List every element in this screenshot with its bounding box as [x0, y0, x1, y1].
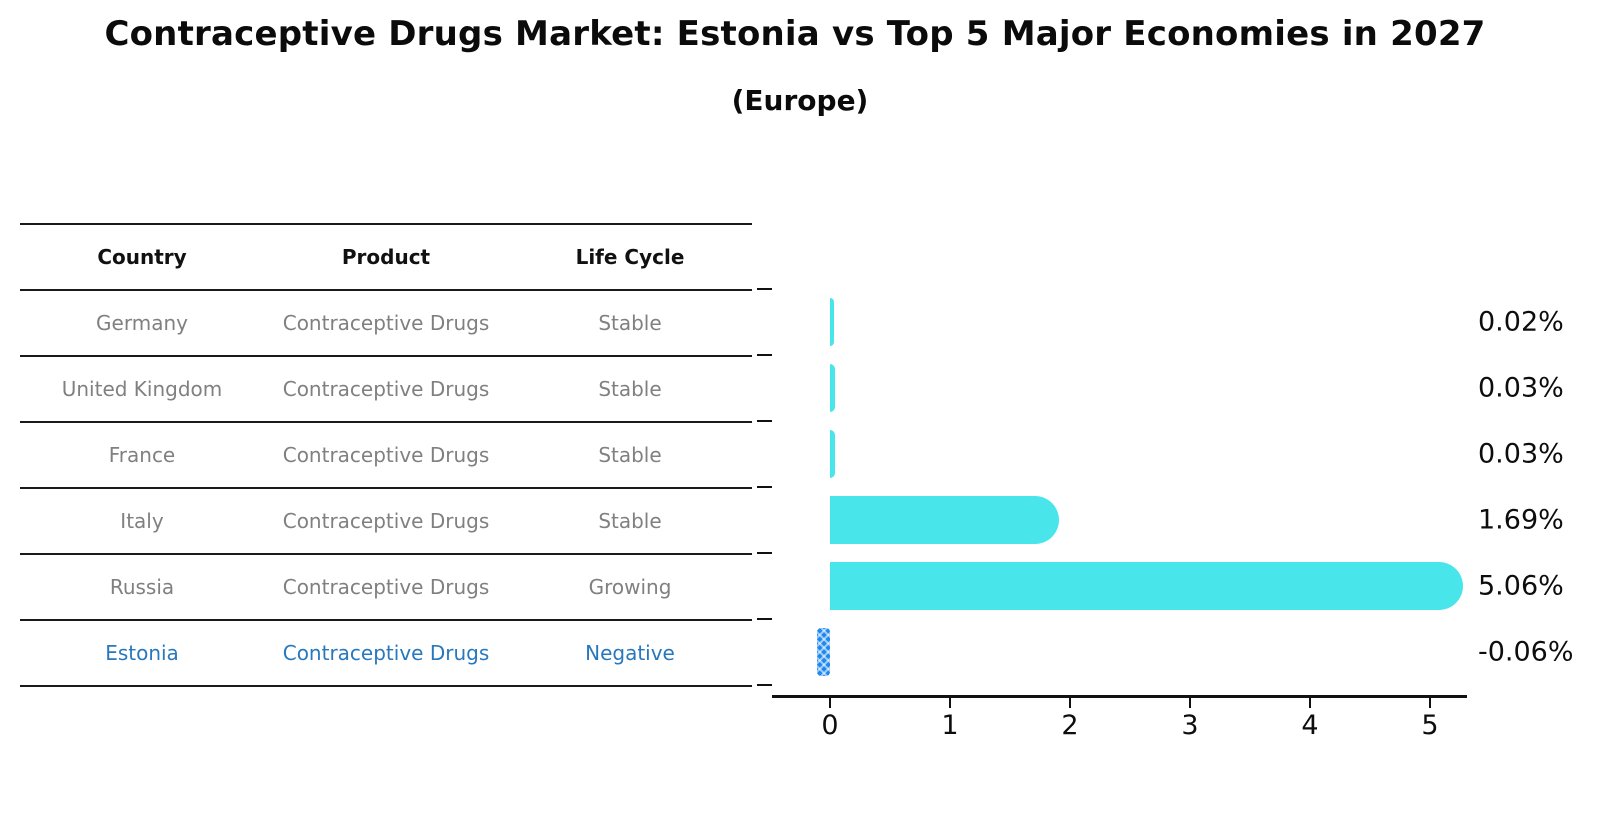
x-axis-tick: [829, 698, 831, 708]
chart-title: Contraceptive Drugs Market: Estonia vs T…: [104, 14, 1486, 54]
table-cell-product: Contraceptive Drugs: [282, 641, 490, 665]
x-axis-tick: [1189, 698, 1191, 708]
table-cell-life-cycle: Negative: [585, 641, 675, 665]
value-label-france: 0.03%: [1478, 438, 1564, 470]
x-axis-tick: [949, 698, 951, 708]
table-header-row: Country Product Life Cycle: [20, 225, 752, 291]
y-axis-tick: [757, 486, 772, 488]
value-label-united-kingdom: 0.03%: [1478, 372, 1564, 404]
x-axis-tick-label: 5: [1421, 710, 1439, 741]
table-cell-life-cycle: Stable: [598, 443, 662, 467]
y-axis-tick: [757, 618, 772, 620]
table-row-france: France Contraceptive Drugs Stable: [20, 423, 752, 489]
table-cell-country: Germany: [96, 311, 188, 335]
y-axis-tick: [757, 420, 772, 422]
table-header-life-cycle: Life Cycle: [575, 245, 685, 269]
table-cell-country: France: [108, 443, 176, 467]
x-axis-tick-label: 2: [1061, 710, 1079, 741]
y-axis-tick: [757, 288, 772, 290]
bar-germany: [830, 298, 834, 346]
table-row-united-kingdom: United Kingdom Contraceptive Drugs Stable: [20, 357, 752, 423]
table-row-estonia: Estonia Contraceptive Drugs Negative: [20, 621, 752, 687]
table-cell-life-cycle: Stable: [598, 311, 662, 335]
table-header-country: Country: [97, 245, 187, 269]
table-cell-product: Contraceptive Drugs: [282, 443, 490, 467]
comparison-table: Country Product Life Cycle Germany Contrace…: [20, 223, 752, 687]
x-axis-tick-label: 0: [821, 710, 839, 741]
table-row-germany: Germany Contraceptive Drugs Stable: [20, 291, 752, 357]
x-axis-tick-label: 4: [1301, 710, 1319, 741]
x-axis-tick-label: 1: [941, 710, 959, 741]
table-cell-life-cycle: Growing: [588, 575, 672, 599]
table-cell-product: Contraceptive Drugs: [282, 509, 490, 533]
x-axis-tick: [1309, 698, 1311, 708]
bar-estonia: [816, 628, 830, 676]
table-cell-product: Contraceptive Drugs: [282, 311, 490, 335]
table-cell-country: Russia: [109, 575, 175, 599]
value-label-germany: 0.02%: [1478, 306, 1564, 338]
table-cell-life-cycle: Stable: [598, 377, 662, 401]
chart-subtitle: (Europe): [731, 84, 869, 117]
value-label-italy: 1.69%: [1478, 504, 1564, 536]
x-axis-line: [772, 695, 1467, 698]
table-cell-country: Estonia: [105, 641, 179, 665]
table-cell-country: United Kingdom: [61, 377, 223, 401]
table-row-russia: Russia Contraceptive Drugs Growing: [20, 555, 752, 621]
table-cell-product: Contraceptive Drugs: [282, 575, 490, 599]
x-axis-tick: [1069, 698, 1071, 708]
x-axis-tick: [1429, 698, 1431, 708]
bar-italy: [830, 496, 1059, 544]
x-axis-tick-label: 3: [1181, 710, 1199, 741]
table-cell-product: Contraceptive Drugs: [282, 377, 490, 401]
y-axis-tick: [757, 552, 772, 554]
bar-russia: [830, 562, 1464, 610]
table-header-product: Product: [341, 245, 431, 269]
bar-france: [830, 430, 836, 478]
bar-united-kingdom: [830, 364, 836, 412]
value-label-russia: 5.06%: [1478, 570, 1564, 602]
y-axis-tick: [757, 684, 772, 686]
table-cell-life-cycle: Stable: [598, 509, 662, 533]
y-axis-tick: [757, 354, 772, 356]
table-cell-country: Italy: [120, 509, 164, 533]
value-label-estonia: -0.06%: [1478, 636, 1574, 668]
table-row-italy: Italy Contraceptive Drugs Stable: [20, 489, 752, 555]
